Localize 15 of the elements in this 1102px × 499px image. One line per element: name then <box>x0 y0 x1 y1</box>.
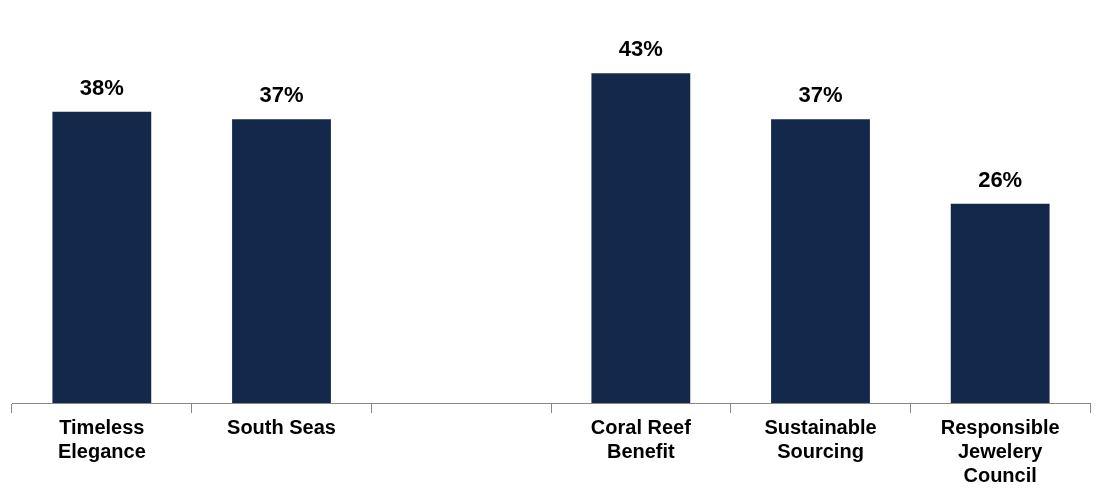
bar <box>771 119 870 403</box>
data-label: 37% <box>259 82 304 108</box>
bar <box>591 73 691 403</box>
x-tick-label: Sustainable Sourcing <box>764 415 877 462</box>
x-tick-label: Timeless Elegance <box>57 415 146 462</box>
bar <box>232 119 331 403</box>
bar <box>52 111 152 403</box>
x-tick-label: Responsible Jewelery Council <box>940 415 1060 486</box>
x-tick-label: South Seas <box>227 415 336 438</box>
data-label: 37% <box>798 82 843 108</box>
data-label: 43% <box>618 36 663 62</box>
x-tick-label: Coral Reef Benefit <box>590 415 692 462</box>
data-label: 26% <box>978 166 1023 192</box>
data-label: 38% <box>79 74 124 100</box>
bar <box>950 203 1050 403</box>
